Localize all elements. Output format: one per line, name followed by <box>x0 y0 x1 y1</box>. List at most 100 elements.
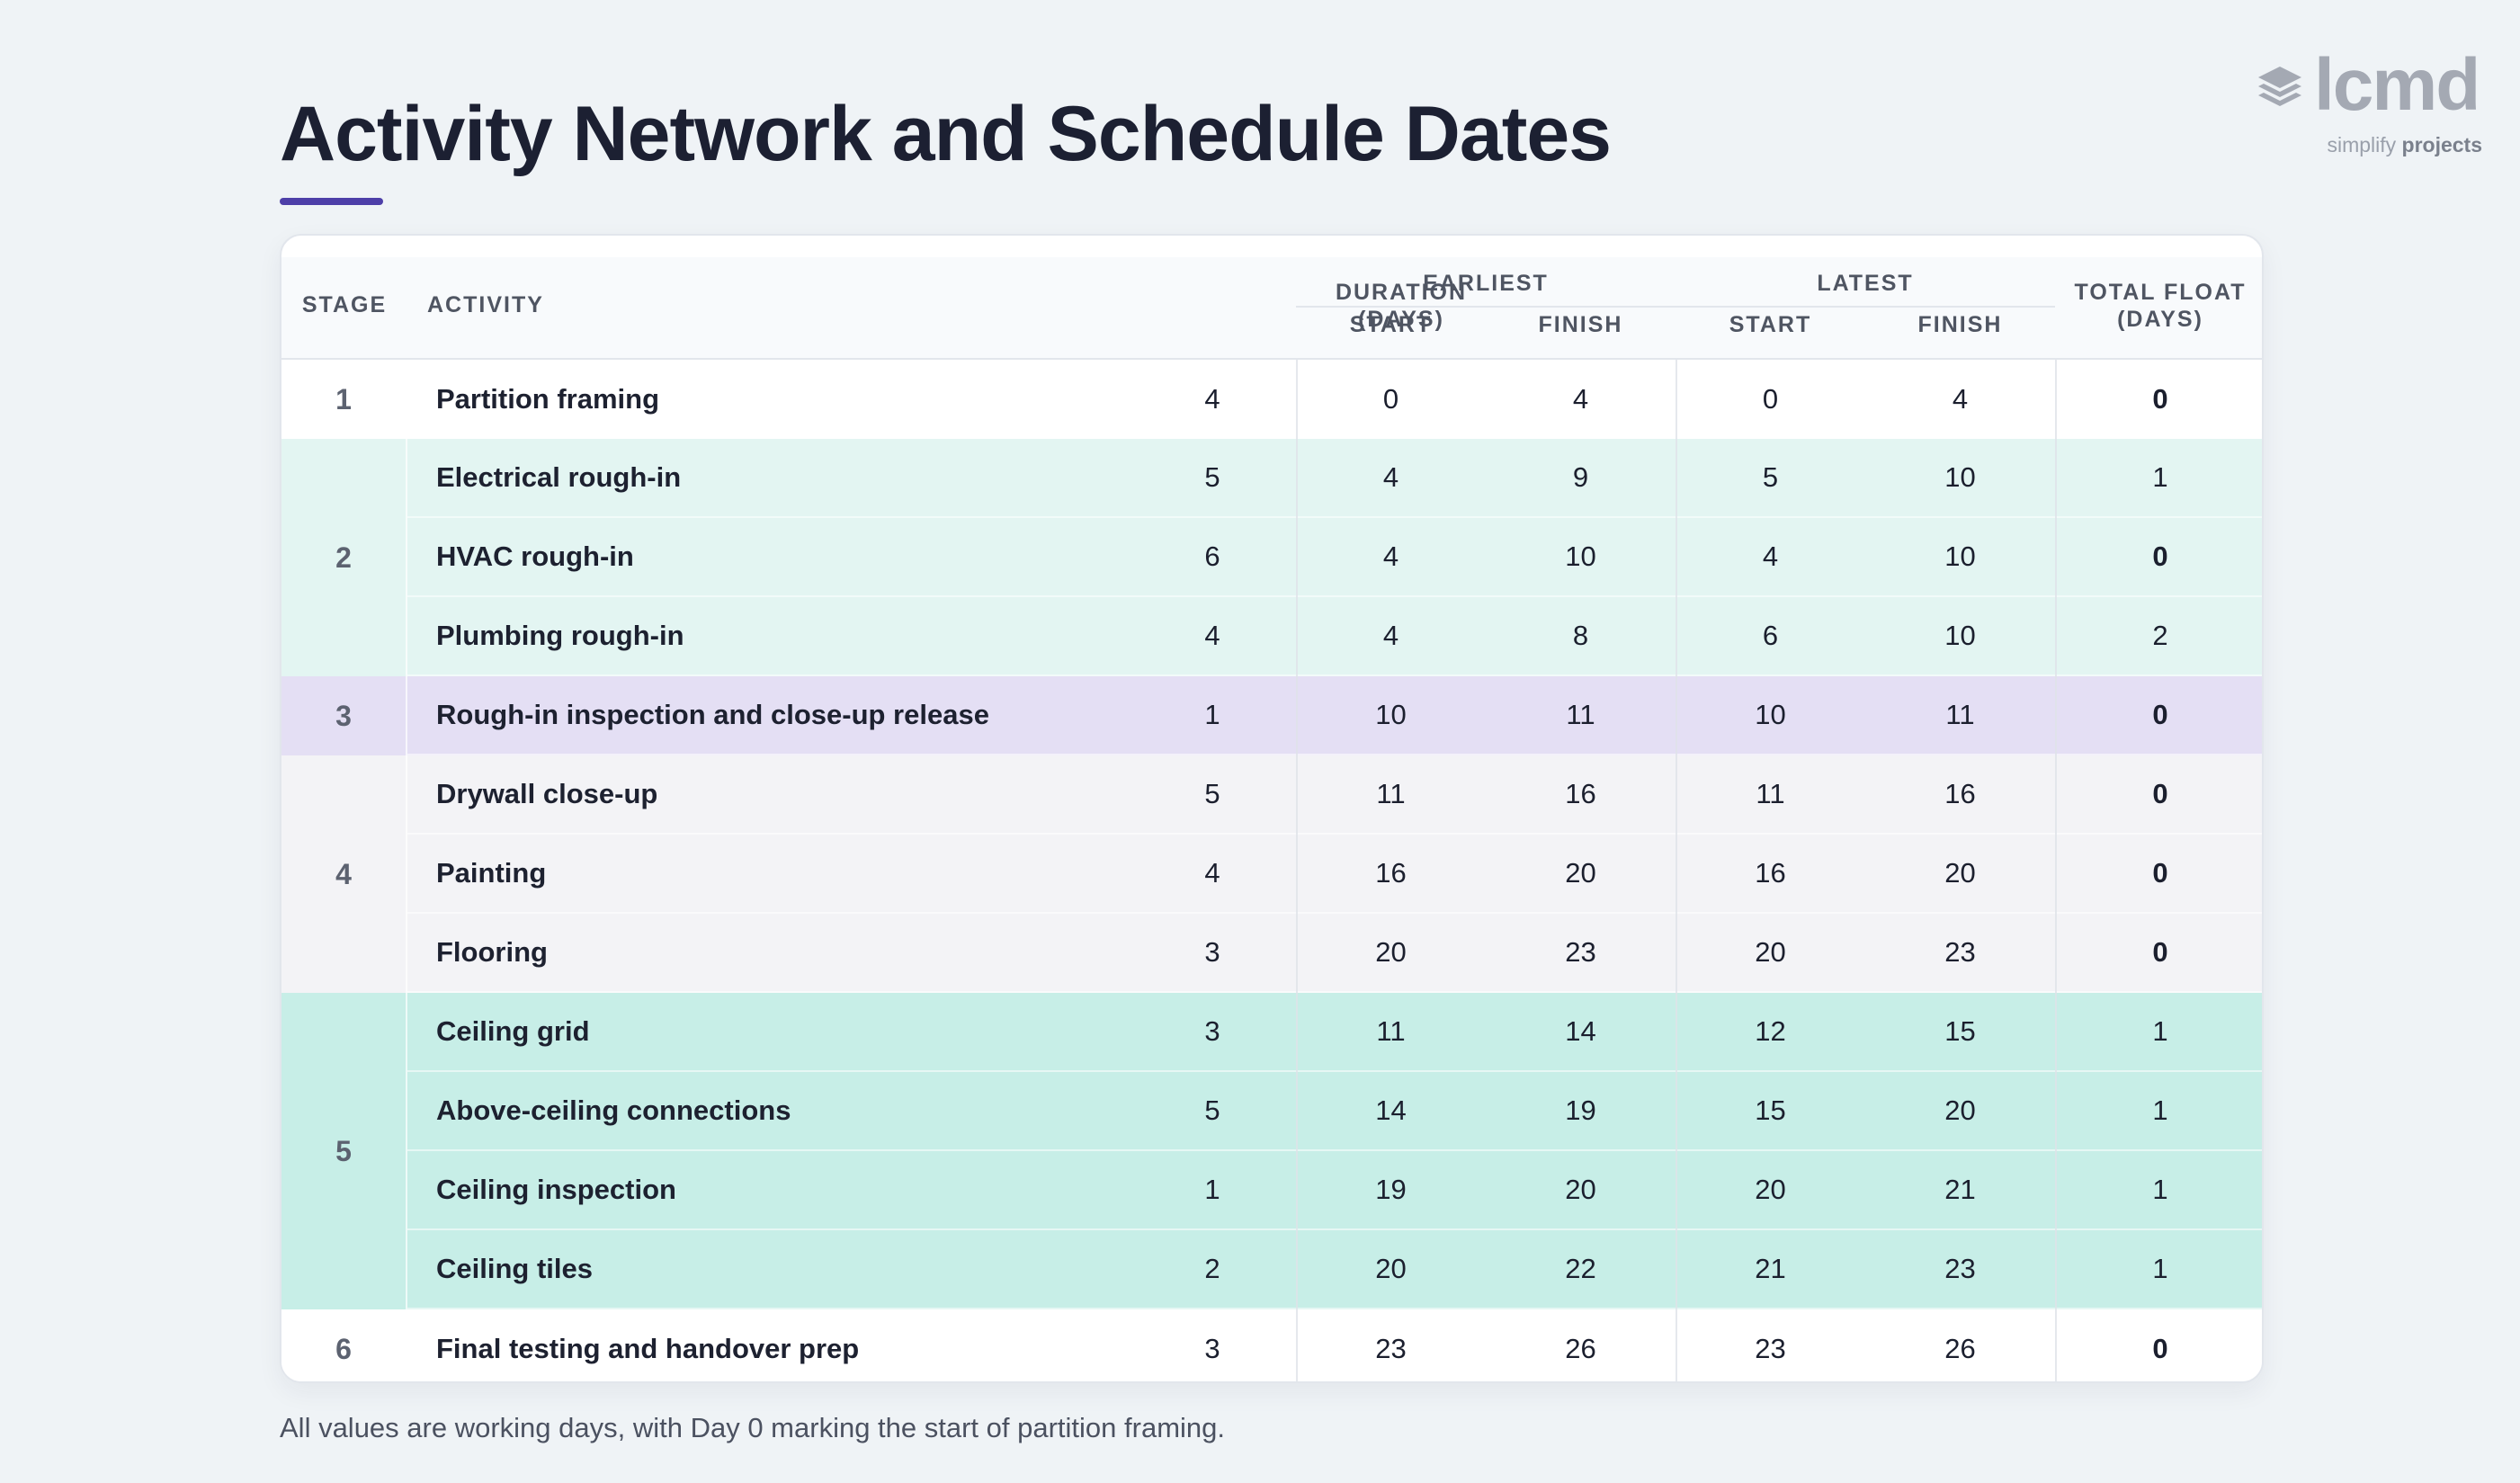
duration-cell: 6 <box>1204 540 1220 572</box>
activity-cell: Ceiling grid <box>436 1015 590 1047</box>
table-row: Flooring 3 20 23 20 23 0 <box>281 914 2262 993</box>
ef-cell: 26 <box>1565 1333 1596 1364</box>
float-cell: 2 <box>2152 620 2168 651</box>
ls-cell: 21 <box>1755 1253 1786 1284</box>
float-cell: 1 <box>2152 461 2168 493</box>
duration-cell: 1 <box>1204 1174 1220 1205</box>
stage-cell: 5 <box>281 993 407 1309</box>
column-divider <box>1676 360 1677 1381</box>
ef-cell: 20 <box>1565 857 1596 889</box>
float-cell: 0 <box>2152 383 2168 415</box>
table-row: Rough-in inspection and close-up release… <box>281 676 2262 755</box>
table-row: Ceiling tiles 2 20 22 21 23 1 <box>281 1230 2262 1309</box>
header-latest-rule <box>1676 306 2055 308</box>
layers-icon: lcmd <box>2258 54 2480 126</box>
ls-cell: 5 <box>1762 461 1779 493</box>
duration-cell: 5 <box>1204 1094 1220 1126</box>
ls-cell: 23 <box>1755 1333 1786 1364</box>
ls-cell: 12 <box>1755 1015 1786 1047</box>
header-total-float-line1: TOTAL FLOAT <box>2074 280 2247 305</box>
lf-cell: 16 <box>1944 778 1976 809</box>
lf-cell: 4 <box>1952 383 1969 415</box>
duration-cell: 5 <box>1204 778 1220 809</box>
es-cell: 20 <box>1375 936 1407 968</box>
logo-tagline: simplify projects <box>2327 133 2482 157</box>
ef-cell: 11 <box>1566 699 1595 730</box>
table-row: Painting 4 16 20 16 20 0 <box>281 835 2262 914</box>
duration-cell: 3 <box>1204 936 1220 968</box>
ls-cell: 0 <box>1762 383 1779 415</box>
ls-cell: 11 <box>1756 778 1785 809</box>
ef-cell: 10 <box>1565 540 1596 572</box>
ef-cell: 16 <box>1565 778 1596 809</box>
activity-cell: Ceiling inspection <box>436 1174 676 1205</box>
tagline-bold: projects <box>2401 133 2482 156</box>
activity-cell: Drywall close-up <box>436 778 658 809</box>
float-cell: 0 <box>2152 699 2168 730</box>
lf-cell: 11 <box>1945 699 1975 730</box>
lf-cell: 15 <box>1944 1015 1976 1047</box>
activity-cell: Ceiling tiles <box>436 1253 593 1284</box>
lf-cell: 23 <box>1944 1253 1976 1284</box>
es-cell: 11 <box>1376 778 1406 809</box>
activity-cell: Painting <box>436 857 547 889</box>
float-cell: 0 <box>2152 857 2168 889</box>
float-cell: 0 <box>2152 1333 2168 1364</box>
stage-cell: 3 <box>281 676 407 755</box>
duration-cell: 4 <box>1204 620 1220 651</box>
es-cell: 11 <box>1376 1015 1406 1047</box>
ef-cell: 20 <box>1565 1174 1596 1205</box>
es-cell: 4 <box>1382 620 1399 651</box>
table-row: Ceiling grid 3 11 14 12 15 1 <box>281 993 2262 1072</box>
lf-cell: 10 <box>1944 620 1976 651</box>
table-row: Ceiling inspection 1 19 20 20 21 1 <box>281 1151 2262 1230</box>
ef-cell: 8 <box>1572 620 1589 651</box>
header-total-float-line2: (DAYS) <box>2117 307 2203 332</box>
activity-cell: HVAC rough-in <box>436 540 634 572</box>
header-latest-start: START <box>1729 312 1812 337</box>
lf-cell: 20 <box>1944 857 1976 889</box>
es-cell: 14 <box>1375 1094 1407 1126</box>
header-duration: DURATION (DAYS) <box>1307 279 1496 333</box>
logo-wordmark: lcmd <box>2314 54 2479 126</box>
float-cell: 1 <box>2152 1094 2168 1126</box>
lf-cell: 10 <box>1944 540 1976 572</box>
ls-cell: 20 <box>1755 936 1786 968</box>
header-earliest: EARLIEST <box>1423 271 1549 296</box>
lf-cell: 23 <box>1944 936 1976 968</box>
float-cell: 1 <box>2152 1015 2168 1047</box>
duration-cell: 3 <box>1204 1015 1220 1047</box>
float-cell: 0 <box>2152 936 2168 968</box>
table-header: STAGE ACTIVITY DURATION (DAYS) EARLIEST … <box>281 257 2262 360</box>
ls-cell: 6 <box>1762 620 1779 651</box>
header-latest-finish: FINISH <box>1917 312 2003 337</box>
header-latest: LATEST <box>1817 271 1914 296</box>
lf-cell: 26 <box>1944 1333 1976 1364</box>
float-cell: 0 <box>2152 540 2168 572</box>
es-cell: 19 <box>1375 1174 1407 1205</box>
table-row: Drywall close-up 5 11 16 11 16 0 <box>281 755 2262 835</box>
stage-cell: 2 <box>281 439 407 676</box>
table-row: Final testing and handover prep 3 23 26 23 26… <box>281 1309 2262 1381</box>
es-cell: 16 <box>1375 857 1407 889</box>
page-title: Activity Network and Schedule Dates <box>280 91 1612 177</box>
footnote: All values are working days, with Day 0 … <box>280 1412 1226 1443</box>
header-earliest-rule <box>1296 306 1676 308</box>
stage-cell: 4 <box>281 755 407 993</box>
header-earliest-finish: FINISH <box>1538 312 1623 337</box>
es-cell: 23 <box>1375 1333 1407 1364</box>
ef-cell: 22 <box>1565 1253 1596 1284</box>
lf-cell: 10 <box>1944 461 1976 493</box>
header-earliest-start: START <box>1349 312 1433 337</box>
ef-cell: 9 <box>1572 461 1589 493</box>
column-divider <box>1296 360 1298 1381</box>
ls-cell: 16 <box>1755 857 1786 889</box>
duration-cell: 1 <box>1204 699 1220 730</box>
header-duration-line1: DURATION <box>1335 280 1468 305</box>
stage-cell: 1 <box>281 360 407 439</box>
float-cell: 1 <box>2152 1253 2168 1284</box>
duration-cell: 4 <box>1204 857 1220 889</box>
activity-cell: Flooring <box>436 936 548 968</box>
activity-cell: Above-ceiling connections <box>436 1094 791 1126</box>
table-row: Above-ceiling connections 5 14 19 15 20 1 <box>281 1072 2262 1151</box>
